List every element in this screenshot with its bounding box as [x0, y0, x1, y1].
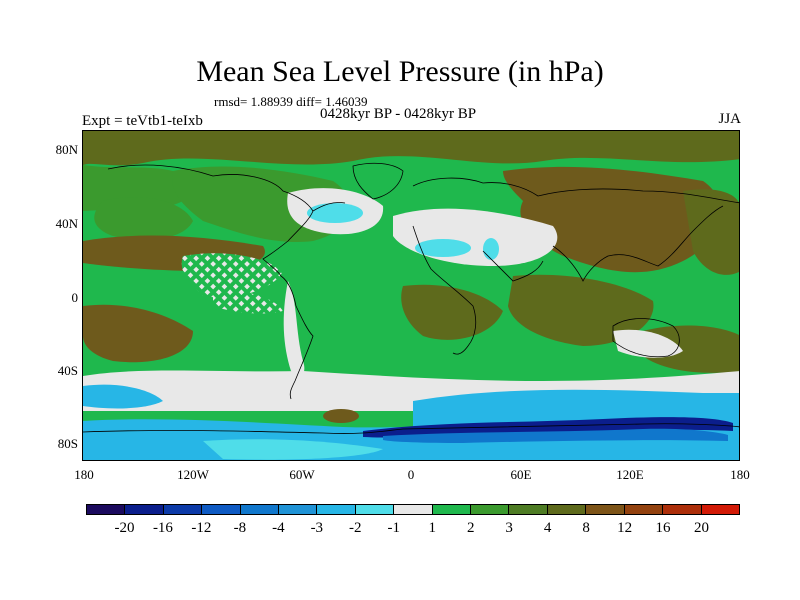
colorbar-label: -16 [152, 520, 173, 536]
colorbar-label: -20 [114, 520, 135, 536]
east-pacific-hatched [181, 253, 283, 298]
africa-coast [412, 225, 477, 355]
colorbar-label: 2 [466, 520, 475, 536]
colorbar-swatch [509, 505, 548, 514]
colorbar-swatch [355, 505, 395, 514]
lat-label-0: 0 [71, 290, 79, 305]
stats-text: rmsd= 1.88939 diff= 1.46039 [214, 94, 368, 109]
lon-label-180e: 180 [730, 467, 750, 482]
experiment-label: Expt = teVtb1-teIxb [82, 113, 203, 129]
colorbar-swatch [317, 505, 356, 514]
colorbar-swatch [663, 505, 702, 514]
colorbar-swatch [202, 505, 241, 514]
colorbar-swatch [87, 505, 126, 514]
australia-coast [612, 318, 680, 358]
colorbar-label: -2 [349, 520, 362, 536]
colorbar-label: 16 [655, 520, 671, 536]
colorbar [86, 504, 740, 515]
americas-coast [107, 164, 314, 400]
colorbar-label: 12 [617, 520, 633, 536]
australia-white [613, 329, 683, 358]
colorbar-swatch [471, 505, 510, 514]
samerica-white [283, 281, 305, 377]
sahara-cyan [415, 239, 471, 257]
colorbar-label: -3 [310, 520, 324, 536]
atlantic-olive [401, 284, 503, 340]
colorbar-swatch [432, 505, 472, 514]
sw-cyan [83, 384, 163, 409]
lat-label-80n: 80N [55, 142, 78, 157]
colorbar-label: -4 [272, 520, 285, 536]
lon-label-60e: 60E [510, 467, 532, 482]
drake-brown [323, 409, 359, 423]
arabia-coast [482, 250, 544, 282]
colorbar-swatch [279, 505, 318, 514]
colorbar-swatch [125, 505, 164, 514]
colorbar-label: 1 [428, 520, 436, 536]
eurasia-north-coast [412, 177, 739, 204]
arctic-olive [83, 131, 739, 166]
lon-label-60w: 60W [289, 467, 315, 482]
lon-label-0: 0 [407, 467, 415, 482]
south-asia-coast [552, 205, 724, 282]
period-subtitle: 0428kyr BP - 0428kyr BP [320, 106, 477, 122]
map-canvas [83, 131, 739, 460]
colorbar-swatch [547, 505, 587, 514]
pacific-dark-green [94, 197, 193, 240]
indian-ocean-olive [508, 274, 654, 346]
east-pacific-hatched-south [213, 290, 283, 314]
coastlines [83, 162, 739, 434]
lat-label-40s: 40S [57, 363, 78, 378]
greenland-coast [352, 162, 404, 200]
colorbar-label: 3 [505, 520, 513, 536]
antarctica-coast [83, 423, 739, 434]
season-label: JJA [718, 111, 741, 127]
colorbar-label: 20 [694, 520, 710, 536]
colorbar-label: -8 [233, 520, 247, 536]
east-asia-olive [683, 189, 739, 275]
lon-label-180w: 180 [74, 467, 94, 482]
greenland-south [312, 202, 346, 212]
antarctic-blue-band [383, 428, 728, 443]
colorbar-swatch [163, 505, 203, 514]
colorbar-swatch [624, 505, 664, 514]
lat-label-40n: 40N [55, 216, 78, 231]
colorbar-swatch [240, 505, 280, 514]
south-pacific-east-olive [643, 325, 739, 373]
pressure-map [82, 130, 740, 461]
antarctic-navy-band [363, 417, 733, 438]
colorbar-label: 8 [582, 520, 590, 536]
lon-label-120e: 120E [616, 467, 644, 482]
arabia-cyan [483, 238, 499, 260]
south-pacific-brown [83, 304, 193, 363]
colorbar-label: -1 [387, 520, 401, 536]
plot-title: Mean Sea Level Pressure (in hPa) [196, 55, 604, 88]
antarctic-pale [203, 439, 383, 460]
colorbar-swatch [586, 505, 625, 514]
lat-label-80s: 80S [57, 436, 78, 451]
atlantic-cyan-core [307, 203, 363, 223]
colorbar-label: -12 [191, 520, 212, 536]
lon-label-120w: 120W [177, 467, 209, 482]
colorbar-swatch [394, 505, 433, 514]
colorbar-swatch [701, 505, 739, 514]
eurasia-brown [503, 166, 721, 273]
colorbar-label: 4 [543, 520, 552, 536]
